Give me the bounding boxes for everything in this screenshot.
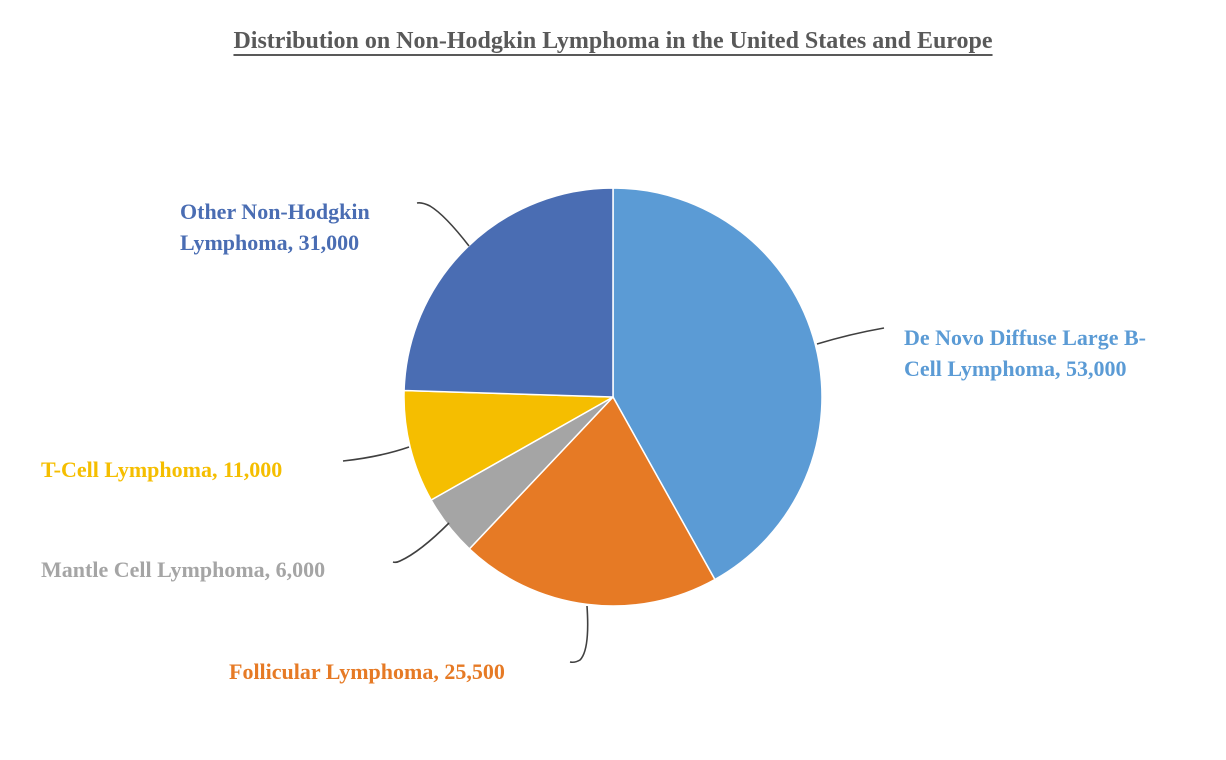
data-label-line: Cell Lymphoma, 53,000 — [904, 356, 1127, 381]
chart-title: Distribution on Non-Hodgkin Lymphoma in … — [233, 28, 993, 54]
data-label-other-non-hodgkin-lymphoma: Other Non-Hodgkin Lymphoma, 31,000 — [180, 196, 370, 258]
data-label-follicular-lymphoma: Follicular Lymphoma, 25,500 — [229, 656, 505, 687]
data-label-line: T-Cell Lymphoma, 11,000 — [41, 457, 283, 482]
leader-lines — [342, 202, 885, 664]
leader-line-t-cell-lymphoma — [342, 446, 410, 462]
leader-line-mantle-cell-lymphoma — [392, 522, 450, 564]
data-label-line: Mantle Cell Lymphoma, 6,000 — [41, 557, 326, 582]
data-label-line: De Novo Diffuse Large B- — [904, 325, 1146, 350]
pie-slice-t-cell-lymphoma — [403, 389, 614, 501]
data-label-t-cell-lymphoma: T-Cell Lymphoma, 11,000 — [41, 454, 282, 485]
leader-line-de-novo-diffuse-large-b-cell-lymphoma — [816, 327, 885, 345]
pie-slice-other-non-hodgkin-lymphoma — [403, 187, 614, 398]
pie-slice-de-novo-diffuse-large-b-cell-lymphoma — [612, 187, 823, 581]
leader-line-follicular-lymphoma — [569, 605, 589, 664]
pie-slice-follicular-lymphoma — [468, 396, 716, 607]
data-label-line: Lymphoma, 31,000 — [180, 230, 360, 255]
data-label-line: Follicular Lymphoma, 25,500 — [229, 659, 505, 684]
data-label-mantle-cell-lymphoma: Mantle Cell Lymphoma, 6,000 — [41, 554, 325, 585]
data-label-line: Other Non-Hodgkin — [180, 199, 370, 224]
pie-slices — [403, 187, 823, 607]
data-label-de-novo-diffuse-large-b-cell-lymphoma: De Novo Diffuse Large B- Cell Lymphoma, 5… — [904, 322, 1146, 384]
leader-line-other-non-hodgkin-lymphoma — [416, 202, 470, 247]
